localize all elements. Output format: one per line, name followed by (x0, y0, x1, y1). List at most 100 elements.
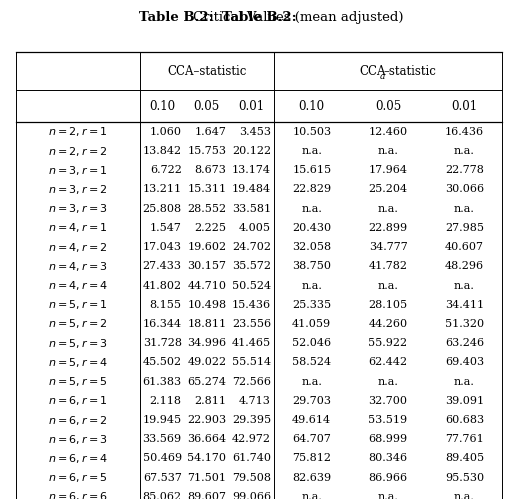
Text: 29.395: 29.395 (232, 415, 271, 425)
Text: –statistic: –statistic (384, 64, 437, 78)
Text: 4.713: 4.713 (239, 396, 271, 406)
Text: n.a.: n.a. (378, 146, 398, 156)
Text: Critical Values (mean adjusted): Critical Values (mean adjusted) (193, 11, 404, 24)
Text: n.a.: n.a. (301, 280, 322, 290)
Text: 8.155: 8.155 (150, 300, 182, 310)
Text: $n = 6, r = 6$: $n = 6, r = 6$ (48, 491, 108, 499)
Text: 53.519: 53.519 (368, 415, 408, 425)
Text: CCA–statistic: CCA–statistic (167, 64, 247, 78)
Text: 69.403: 69.403 (445, 357, 484, 367)
Text: 16.436: 16.436 (445, 127, 484, 137)
Text: 64.707: 64.707 (292, 434, 331, 444)
Text: 34.996: 34.996 (188, 338, 226, 348)
Text: 19.602: 19.602 (188, 242, 226, 252)
Text: 33.569: 33.569 (142, 434, 182, 444)
Text: 28.105: 28.105 (368, 300, 408, 310)
Text: 41.465: 41.465 (232, 338, 271, 348)
Text: 72.566: 72.566 (232, 377, 271, 387)
Text: 31.728: 31.728 (143, 338, 182, 348)
Text: 44.260: 44.260 (368, 319, 408, 329)
Text: $n = 5, r = 4$: $n = 5, r = 4$ (48, 356, 108, 369)
Text: 16.344: 16.344 (142, 319, 182, 329)
Text: $n = 3, r = 2$: $n = 3, r = 2$ (48, 183, 107, 196)
Text: 41.802: 41.802 (142, 280, 182, 290)
Text: 22.829: 22.829 (292, 185, 332, 195)
Text: 55.922: 55.922 (368, 338, 408, 348)
Text: $n = 3, r = 1$: $n = 3, r = 1$ (48, 164, 107, 177)
Text: 41.059: 41.059 (292, 319, 332, 329)
Text: 27.985: 27.985 (445, 223, 484, 233)
Text: 15.615: 15.615 (292, 165, 332, 175)
Text: 30.066: 30.066 (445, 185, 484, 195)
Text: n.a.: n.a. (301, 377, 322, 387)
Text: n.a.: n.a. (378, 492, 398, 499)
Text: 85.062: 85.062 (142, 492, 182, 499)
Text: 79.508: 79.508 (232, 473, 271, 483)
Text: 49.614: 49.614 (292, 415, 332, 425)
Text: 95.530: 95.530 (445, 473, 484, 483)
Text: 61.740: 61.740 (232, 454, 271, 464)
Text: 40.607: 40.607 (445, 242, 484, 252)
Text: 25.335: 25.335 (292, 300, 332, 310)
Text: 27.433: 27.433 (143, 261, 182, 271)
Text: 86.966: 86.966 (368, 473, 408, 483)
Text: 22.903: 22.903 (188, 415, 226, 425)
Text: 34.411: 34.411 (445, 300, 484, 310)
Text: $n = 2, r = 2$: $n = 2, r = 2$ (48, 145, 107, 158)
Text: 67.537: 67.537 (143, 473, 182, 483)
Text: 63.246: 63.246 (445, 338, 484, 348)
Text: n.a.: n.a. (454, 492, 475, 499)
Text: n.a.: n.a. (454, 377, 475, 387)
Text: n.a.: n.a. (454, 204, 475, 214)
Text: 34.777: 34.777 (369, 242, 408, 252)
Text: 20.430: 20.430 (292, 223, 332, 233)
Text: n.a.: n.a. (454, 280, 475, 290)
Text: $n = 4, r = 2$: $n = 4, r = 2$ (48, 241, 107, 253)
Text: 99.066: 99.066 (232, 492, 271, 499)
Text: n.a.: n.a. (301, 204, 322, 214)
Text: 39.091: 39.091 (445, 396, 484, 406)
Text: $n = 4, r = 4$: $n = 4, r = 4$ (48, 279, 108, 292)
Text: $n = 3, r = 3$: $n = 3, r = 3$ (48, 202, 108, 215)
Text: 48.296: 48.296 (445, 261, 484, 271)
Text: 0.10: 0.10 (149, 99, 175, 113)
Text: 54.170: 54.170 (188, 454, 226, 464)
Text: 3.453: 3.453 (239, 127, 271, 137)
Text: n.a.: n.a. (378, 280, 398, 290)
Text: 32.700: 32.700 (368, 396, 408, 406)
Text: 4.005: 4.005 (239, 223, 271, 233)
Text: 13.211: 13.211 (142, 185, 182, 195)
Text: 19.945: 19.945 (142, 415, 182, 425)
Text: 52.046: 52.046 (292, 338, 332, 348)
Text: $n = 5, r = 1$: $n = 5, r = 1$ (48, 298, 107, 311)
Text: 58.524: 58.524 (292, 357, 332, 367)
Text: 41.782: 41.782 (368, 261, 408, 271)
Text: 0.10: 0.10 (299, 99, 325, 113)
Text: 17.043: 17.043 (143, 242, 182, 252)
Text: 55.514: 55.514 (232, 357, 271, 367)
Text: 89.607: 89.607 (188, 492, 226, 499)
Text: 2.811: 2.811 (194, 396, 226, 406)
Text: 10.498: 10.498 (188, 300, 226, 310)
Text: 51.320: 51.320 (445, 319, 484, 329)
Text: 61.383: 61.383 (142, 377, 182, 387)
Text: 1.547: 1.547 (150, 223, 182, 233)
Text: Table B.2:: Table B.2: (139, 11, 213, 24)
Text: n.a.: n.a. (378, 204, 398, 214)
Text: 8.673: 8.673 (194, 165, 226, 175)
Text: $n = 5, r = 2$: $n = 5, r = 2$ (48, 317, 107, 330)
Text: 60.683: 60.683 (445, 415, 484, 425)
Text: $n = 5, r = 5$: $n = 5, r = 5$ (48, 375, 107, 388)
Text: 18.811: 18.811 (188, 319, 226, 329)
Text: 75.812: 75.812 (292, 454, 331, 464)
Text: 0.05: 0.05 (194, 99, 220, 113)
Text: 62.442: 62.442 (368, 357, 408, 367)
Text: 12.460: 12.460 (368, 127, 408, 137)
Text: n.a.: n.a. (454, 146, 475, 156)
Text: 17.964: 17.964 (368, 165, 408, 175)
Text: 10.503: 10.503 (292, 127, 332, 137)
Text: 38.750: 38.750 (292, 261, 331, 271)
Text: $n = 5, r = 3$: $n = 5, r = 3$ (48, 337, 108, 350)
Text: 22.899: 22.899 (368, 223, 408, 233)
Text: 89.405: 89.405 (445, 454, 484, 464)
